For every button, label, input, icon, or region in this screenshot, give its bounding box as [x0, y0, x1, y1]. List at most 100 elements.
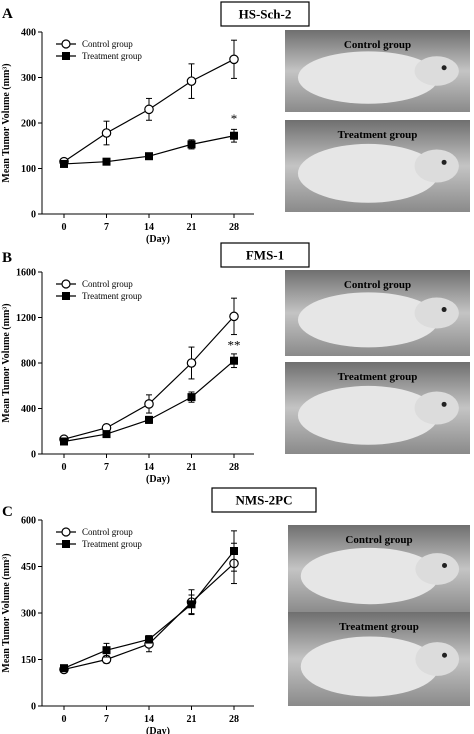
x-axis-label: (Day)	[146, 234, 170, 245]
mouse-eye	[441, 401, 447, 407]
series-treatment	[60, 128, 238, 168]
data-point-square	[102, 430, 111, 439]
legend-label: Control group	[82, 39, 133, 49]
y-tick-label: 400	[21, 28, 36, 39]
mouse-eye	[441, 159, 447, 165]
y-tick-label: 300	[21, 609, 36, 620]
mouse-photo: Control group	[285, 270, 470, 356]
data-point-circle	[186, 76, 197, 86]
mouse-head-shape	[414, 297, 459, 329]
x-tick-label: 7	[104, 462, 109, 473]
mouse-head-shape	[414, 56, 459, 86]
mouse-photo: Treatment group	[285, 362, 470, 454]
data-point-square	[230, 131, 238, 140]
data-point-square	[187, 393, 196, 402]
y-axis-label: Mean Tumor Volume (mm³)	[1, 553, 12, 672]
data-point-square	[145, 152, 153, 161]
legend-label: Treatment group	[82, 291, 142, 301]
data-point-square	[187, 600, 196, 609]
title-box	[211, 487, 317, 513]
data-point-circle	[101, 128, 112, 138]
series-control	[59, 542, 239, 675]
y-tick-label: 1200	[16, 313, 36, 324]
legend-marker-circle	[61, 39, 71, 49]
mouse-eye	[442, 652, 448, 658]
mouse-body-shape	[300, 636, 440, 697]
mouse-photo: Treatment group	[285, 120, 470, 212]
y-tick-label: 800	[21, 359, 36, 370]
data-point-square	[187, 140, 196, 149]
series-line	[63, 562, 235, 671]
data-point-square	[102, 646, 111, 655]
x-axis-label: (Day)	[146, 474, 170, 485]
legend-marker-square	[62, 52, 70, 60]
photo-label: Control group	[345, 534, 412, 546]
chart-panel-a: A HS-Sch-2 0 100 200 300 400 0 7 14 21 28 (Day) Mean …	[1, 1, 470, 245]
mouse-eye	[441, 65, 447, 71]
title-box	[220, 242, 310, 268]
photo-label: Treatment group	[338, 371, 418, 383]
x-tick-label: 14	[144, 462, 154, 473]
panel-letter: B	[2, 250, 12, 266]
x-axis-label: (Day)	[146, 726, 170, 734]
mouse-body-shape	[297, 385, 439, 445]
series-treatment	[60, 353, 238, 446]
photo-label: Treatment group	[338, 129, 418, 141]
panel-letter: C	[2, 504, 13, 520]
data-point-circle	[186, 358, 197, 368]
x-tick-label: 28	[229, 714, 239, 725]
x-tick-label: 28	[229, 462, 239, 473]
significance-marker: *	[231, 111, 238, 126]
y-tick-label: 400	[21, 404, 36, 415]
legend-marker-square	[62, 540, 70, 548]
x-tick-label: 21	[187, 462, 197, 473]
panel-letter: A	[2, 6, 13, 22]
photo-label: Control group	[344, 279, 411, 291]
mouse-head-shape	[414, 391, 459, 425]
legend-label: Control group	[82, 279, 133, 289]
mouse-body-shape	[297, 51, 439, 104]
y-tick-label: 150	[21, 655, 36, 666]
mouse-photo: Treatment group	[288, 612, 470, 706]
y-tick-label: 0	[31, 210, 36, 221]
x-tick-label: 21	[187, 222, 197, 233]
mouse-head-shape	[415, 642, 460, 676]
legend-marker-square	[62, 292, 70, 300]
y-tick-label: 0	[31, 450, 36, 461]
x-tick-label: 0	[62, 462, 67, 473]
x-tick-label: 0	[62, 714, 67, 725]
x-tick-label: 14	[144, 222, 154, 233]
x-tick-label: 14	[144, 714, 154, 725]
mouse-photo: Control group	[285, 30, 470, 112]
data-point-circle	[144, 104, 154, 115]
chart-title: FMS-1	[246, 248, 284, 263]
x-tick-label: 7	[104, 714, 109, 725]
legend-label: Control group	[82, 527, 133, 537]
data-point-square	[145, 415, 153, 424]
y-tick-label: 300	[21, 73, 36, 84]
data-point-circle	[229, 311, 239, 322]
legend-label: Treatment group	[82, 539, 142, 549]
y-tick-label: 450	[21, 562, 36, 573]
series-treatment	[60, 530, 238, 673]
y-tick-label: 0	[31, 702, 36, 713]
y-tick-label: 200	[21, 119, 36, 130]
data-point-square	[230, 547, 238, 555]
mouse-head-shape	[414, 149, 459, 183]
y-axis-label: Mean Tumor Volume (mm³)	[1, 63, 12, 182]
legend-marker-circle	[61, 527, 71, 537]
mouse-body-shape	[300, 547, 440, 605]
chart-title: HS-Sch-2	[239, 7, 292, 22]
data-point-square	[60, 437, 68, 446]
data-point-circle	[229, 54, 239, 65]
legend-marker-circle	[61, 279, 71, 289]
y-tick-label: 600	[21, 516, 36, 527]
title-box	[220, 1, 310, 27]
chart-panel-c: C NMS-2PC 0 150 300 450 600 0 7 14 21 28 (Day) Mean T…	[1, 487, 470, 734]
mouse-eye	[442, 562, 448, 568]
y-tick-label: 100	[21, 164, 36, 175]
data-point-square	[145, 635, 153, 644]
mouse-eye	[441, 307, 447, 313]
y-axis-label: Mean Tumor Volume (mm³)	[1, 303, 12, 422]
